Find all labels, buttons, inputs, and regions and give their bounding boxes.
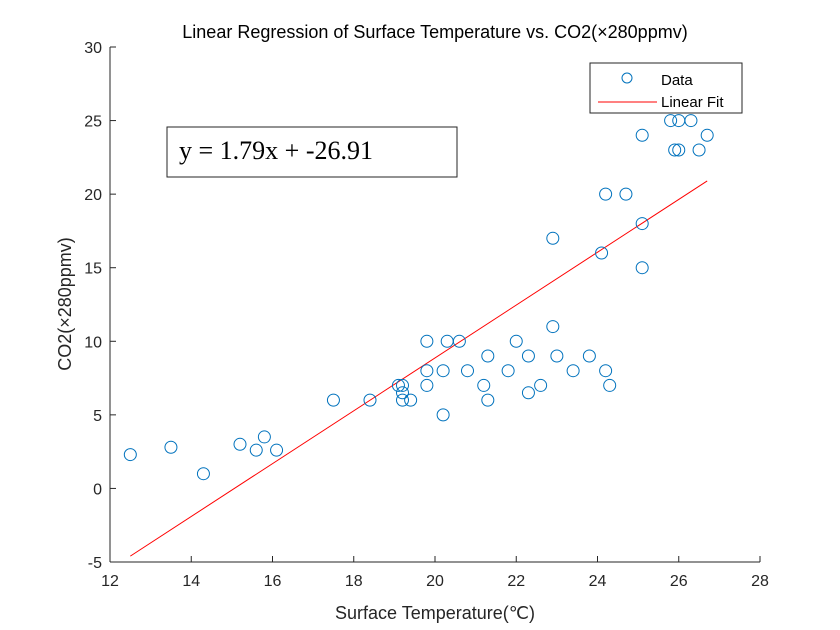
y-tick-label: 25	[84, 114, 102, 131]
data-point	[461, 364, 474, 378]
data-point	[420, 378, 434, 392]
data-point	[436, 364, 450, 378]
data-point	[546, 231, 560, 245]
legend-data-label: Data	[661, 72, 693, 89]
data-point	[233, 437, 247, 451]
chart-title: Linear Regression of Surface Temperature…	[182, 22, 687, 42]
data-point	[420, 334, 434, 348]
y-axis-title: CO2(×280ppmv)	[55, 237, 75, 371]
legend-data-marker	[621, 72, 633, 84]
data-point	[196, 467, 210, 481]
x-tick-label: 24	[589, 573, 607, 590]
data-point	[391, 378, 405, 392]
data-point	[603, 378, 617, 392]
points-layer	[123, 69, 714, 481]
data-point	[550, 349, 564, 363]
data-point	[249, 443, 263, 457]
data-point	[501, 364, 515, 378]
data-point	[566, 364, 580, 378]
x-tick-label: 22	[507, 573, 525, 590]
data-point	[396, 386, 409, 400]
equation-box	[166, 126, 458, 178]
x-tick-label: 20	[426, 573, 444, 590]
x-tick-label: 18	[345, 573, 363, 590]
legend: Data Linear Fit	[589, 62, 743, 114]
x-tick-label: 26	[670, 573, 688, 590]
y-tick-label: 30	[84, 40, 102, 57]
linear-fit-line	[130, 180, 708, 557]
data-point	[477, 378, 491, 392]
data-point	[534, 378, 548, 392]
data-point	[546, 320, 560, 334]
data-point	[509, 334, 523, 348]
y-tick-label: -5	[88, 555, 102, 572]
y-tick-label: 10	[84, 334, 102, 351]
legend-box	[589, 62, 743, 114]
data-point	[668, 143, 682, 157]
data-point	[599, 187, 613, 201]
equation-text: y = 1.79x + -26.91	[179, 136, 373, 165]
data-point	[635, 261, 649, 275]
data-point	[664, 114, 678, 128]
x-axis-title: Surface Temperature(℃)	[335, 603, 535, 623]
data-point	[270, 443, 284, 457]
y-tick-label: 15	[84, 261, 102, 278]
data-point	[481, 349, 495, 363]
data-point	[396, 378, 409, 392]
data-point	[582, 349, 596, 363]
x-tick-label: 28	[751, 573, 769, 590]
x-tick-label: 16	[264, 573, 282, 590]
data-point	[521, 349, 535, 363]
equation-annotation: y = 1.79x + -26.91	[166, 126, 458, 178]
x-ticks: 12 14 16 18 20 22 24 26 28	[101, 556, 769, 590]
data-point	[396, 393, 409, 407]
data-point	[521, 386, 535, 400]
data-point	[404, 393, 418, 407]
data-point	[326, 393, 340, 407]
data-point	[672, 143, 686, 157]
data-point	[436, 408, 450, 422]
x-tick-label: 12	[101, 573, 119, 590]
data-point	[595, 246, 609, 260]
data-point	[700, 128, 714, 142]
data-point	[452, 334, 466, 348]
data-point	[635, 217, 649, 231]
legend-fit-label: Linear Fit	[661, 94, 724, 111]
data-point	[481, 393, 495, 407]
data-point	[619, 187, 633, 201]
y-ticks: -5 0 5 10 15 20 25 30	[84, 40, 116, 572]
data-point	[257, 430, 271, 444]
data-point	[164, 440, 178, 454]
data-point	[684, 114, 698, 128]
y-tick-label: 5	[93, 408, 102, 425]
data-point	[692, 143, 706, 157]
data-point	[635, 128, 649, 142]
data-point	[599, 364, 613, 378]
y-tick-label: 20	[84, 187, 102, 204]
data-point	[123, 448, 137, 462]
x-tick-label: 14	[182, 573, 200, 590]
fit-layer	[130, 180, 708, 557]
data-point	[363, 393, 377, 407]
data-point	[420, 364, 434, 378]
y-tick-label: 0	[93, 481, 102, 498]
